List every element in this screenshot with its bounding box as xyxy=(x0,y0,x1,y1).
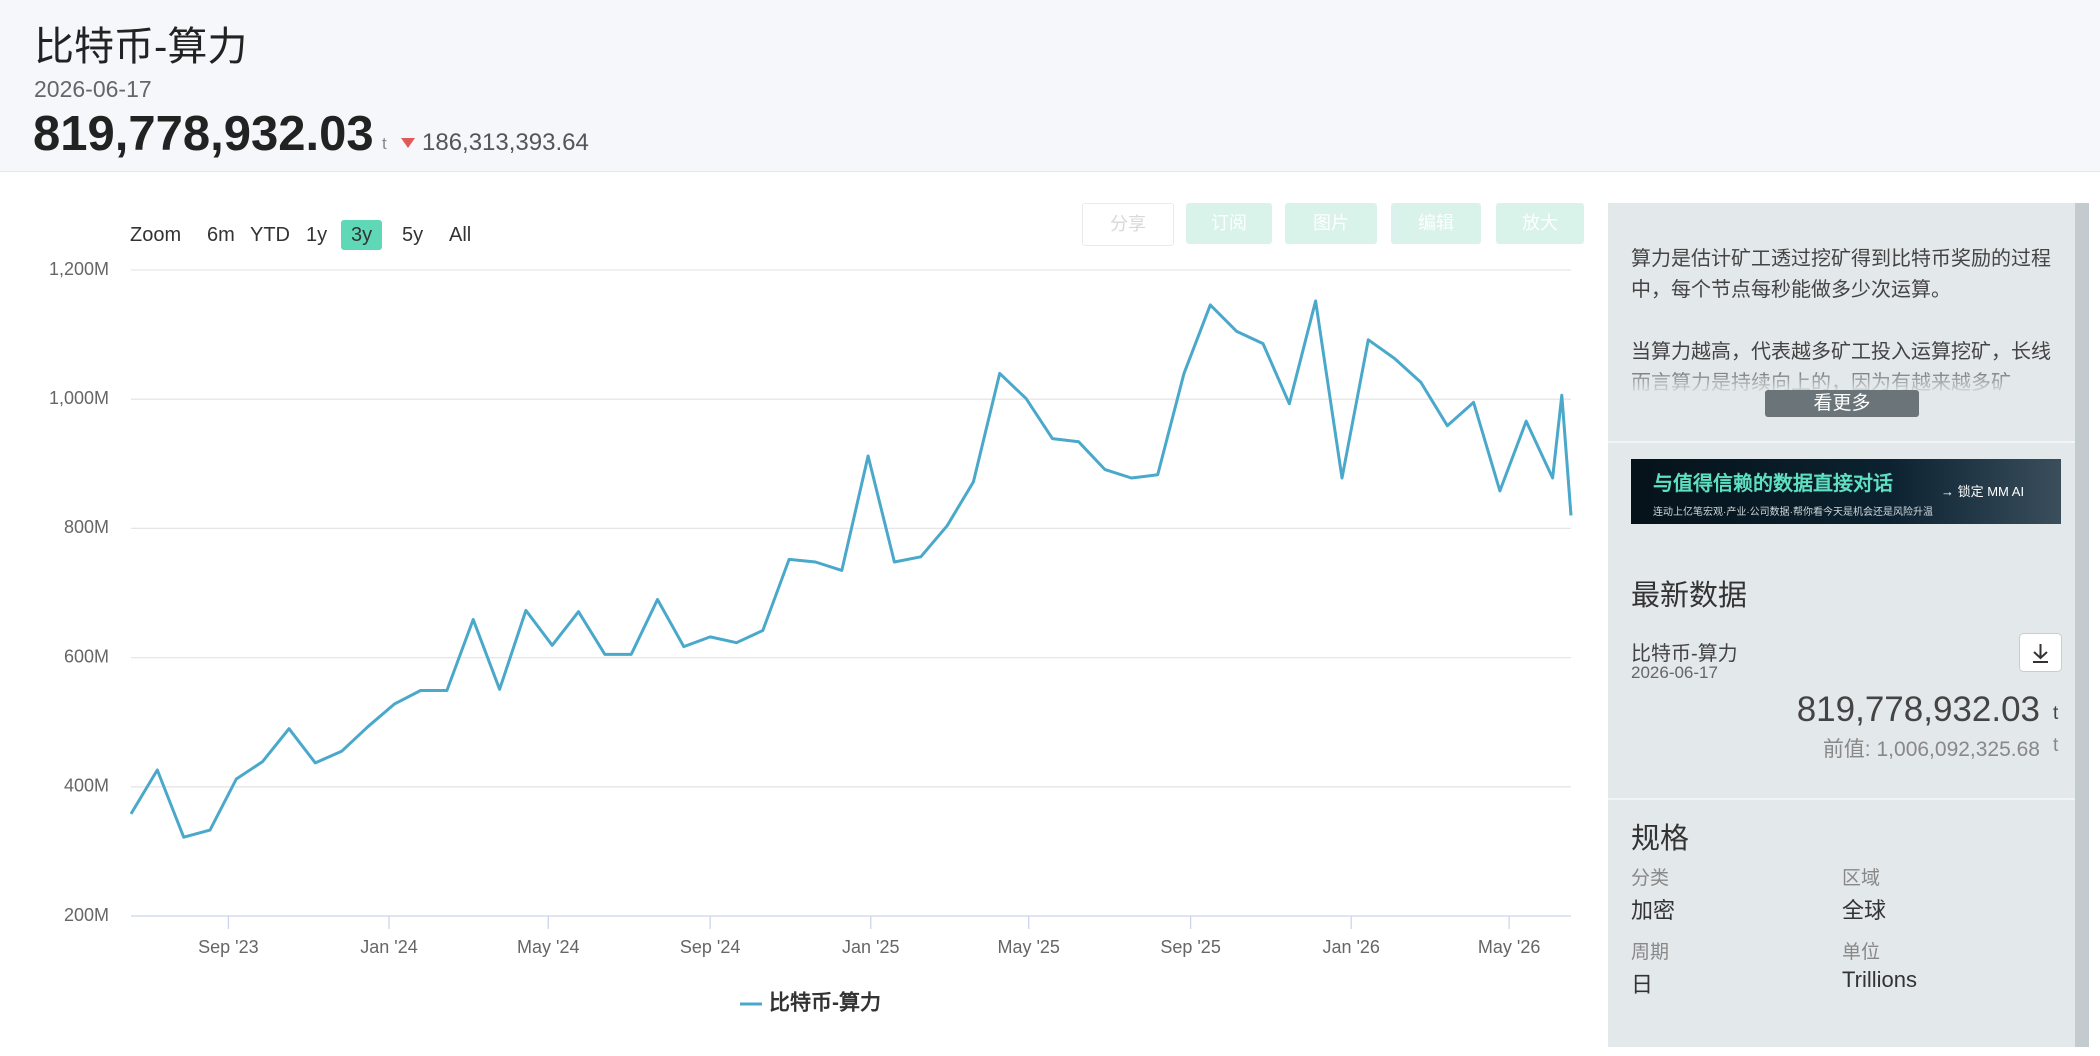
previous-unit: t xyxy=(2053,735,2059,756)
latest-unit: t xyxy=(2053,703,2059,724)
current-value: 819,778,932.03 xyxy=(33,107,374,161)
range-button[interactable]: 5y xyxy=(402,224,424,246)
legend-label: 比特币-算力 xyxy=(769,991,881,1015)
spec-heading: 规格 xyxy=(1631,823,1690,855)
y-tick-label: 600M xyxy=(64,646,109,666)
y-tick-label: 1,000M xyxy=(49,388,109,408)
tool-button[interactable]: 订阅 xyxy=(1186,203,1272,244)
y-tick-label: 400M xyxy=(64,776,109,796)
range-button[interactable]: 6m xyxy=(207,224,235,246)
spec-label: 区域 xyxy=(1842,868,1881,889)
change: 186,313,393.64 xyxy=(422,129,589,156)
y-tick-label: 200M xyxy=(64,905,109,925)
x-tick-label: May '25 xyxy=(997,937,1059,957)
data-line xyxy=(129,299,1573,839)
y-tick-label: 1,200M xyxy=(49,259,109,279)
range-button[interactable]: 1y xyxy=(306,224,328,246)
spec-value: Trillions xyxy=(1842,967,1917,992)
zoom-label: Zoom xyxy=(130,224,182,246)
tool-button[interactable]: 编辑 xyxy=(1391,203,1481,244)
latest-heading: 最新数据 xyxy=(1631,580,1748,612)
tool-button[interactable]: 放大 xyxy=(1496,203,1584,244)
range-button[interactable]: YTD xyxy=(250,224,290,246)
down-arrow xyxy=(401,138,415,148)
sidebar: 算力是估计矿工透过挖矿得到比特币奖励的过程中，每个节点每秒能做多少次运算。 当算… xyxy=(1608,203,2089,1047)
description: 算力是估计矿工透过挖矿得到比特币奖励的过程中，每个节点每秒能做多少次运算。 xyxy=(1631,248,2051,301)
separator xyxy=(1608,798,2075,800)
x-tick-label: Sep '23 xyxy=(198,937,259,957)
x-tick-label: Jan '24 xyxy=(360,937,417,957)
tool-button[interactable]: 分享 xyxy=(1082,203,1174,246)
x-tick-label: Jan '25 xyxy=(842,937,899,957)
range-button[interactable]: All xyxy=(449,224,472,246)
chart: 200M 400M 600M 800M 1,000M 1,200M Sep '23 Jan '… xyxy=(49,259,1573,1015)
description: 当算力越高，代表越多矿工投入运算挖矿，长线而言算力是持续向上的，因为有越来越多矿 xyxy=(1631,341,2051,394)
header: 比特币-算力 2026-06-17 819,778,932.03 t 186,3… xyxy=(0,0,2100,172)
date: 2026-06-17 xyxy=(34,76,152,102)
range-button[interactable]: 3y xyxy=(341,220,383,250)
banner-subtitle: 连动上亿笔宏观·产业·公司数据·帮你看今天是机会还是风险升温 xyxy=(1653,507,1933,518)
separator xyxy=(1608,441,2075,443)
latest-date: 2026-06-17 xyxy=(1631,663,1718,682)
spec-value: 加密 xyxy=(1631,898,1676,923)
spec-value: 日 xyxy=(1631,972,1654,997)
latest-value: 819,778,932.03 xyxy=(1796,690,2040,729)
tool-button[interactable]: 图片 xyxy=(1285,203,1377,244)
latest-name: 比特币-算力 xyxy=(1631,643,1738,665)
x-tick-label: May '24 xyxy=(517,937,579,957)
x-tick-label: Jan '26 xyxy=(1322,937,1379,957)
previous-label: 前值: xyxy=(1822,738,1871,761)
previous-value: 前值: 1,006,092,325.68 xyxy=(1823,733,2040,763)
unit: t xyxy=(382,134,387,153)
see-more-button[interactable]: 看更多 xyxy=(1765,390,1919,417)
x-tick-label: May '26 xyxy=(1478,937,1540,957)
title: 比特币-算力 xyxy=(34,25,248,69)
spec-label: 分类 xyxy=(1631,868,1670,889)
banner-title: 与值得信赖的数据直接对话 xyxy=(1653,473,1893,495)
spec-label: 单位 xyxy=(1842,942,1881,963)
x-tick-label: Sep '24 xyxy=(680,937,741,957)
spec-label: 周期 xyxy=(1631,942,1670,963)
previous-number: 1,006,092,325.68 xyxy=(1876,738,2041,761)
spec-value: 全球 xyxy=(1842,898,1887,923)
scrollbar[interactable] xyxy=(2075,203,2089,1047)
y-tick-label: 800M xyxy=(64,517,109,537)
banner-cta: → 锁定 MM AI xyxy=(1941,484,2025,499)
banner[interactable]: 与值得信赖的数据直接对话 连动上亿笔宏观·产业·公司数据·帮你看今天是机会还是风… xyxy=(1631,459,2061,524)
x-tick-label: Sep '25 xyxy=(1160,937,1221,957)
download-button[interactable] xyxy=(2019,633,2062,672)
